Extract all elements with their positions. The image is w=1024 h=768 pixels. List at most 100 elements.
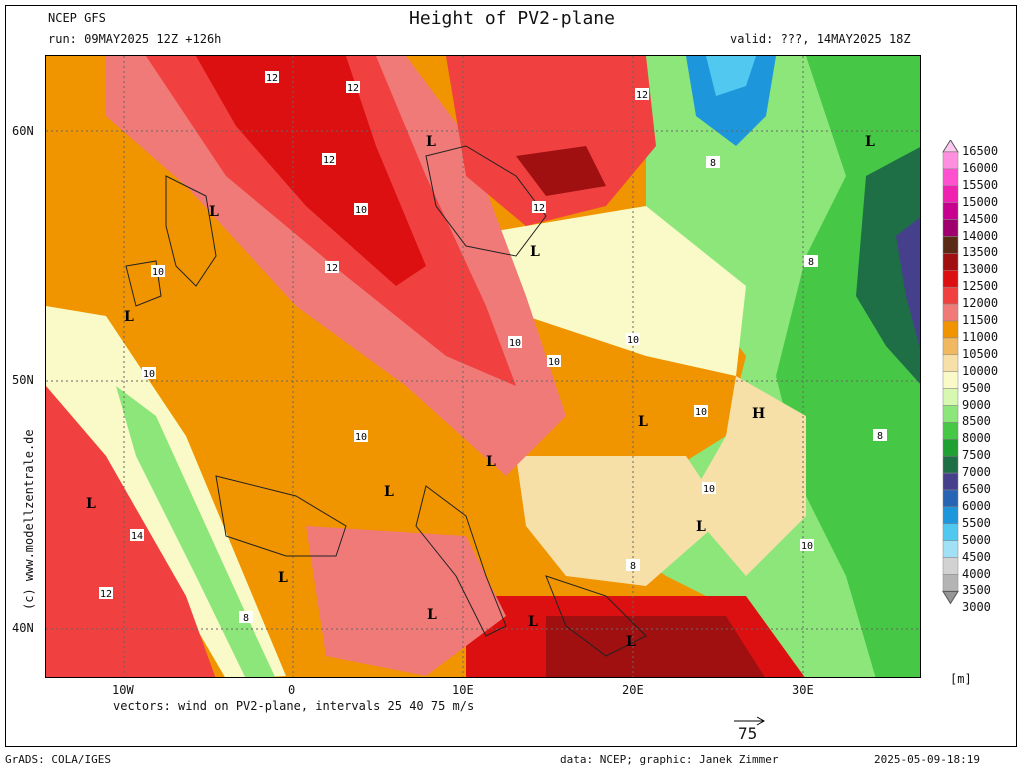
run-label: run: 09MAY2025 12Z +126h <box>48 32 222 46</box>
lon-label-10e: 10E <box>452 683 474 697</box>
svg-text:10: 10 <box>152 267 164 278</box>
timestamp: 2025-05-09-18:19 <box>874 753 980 766</box>
low-marker: L <box>696 519 706 535</box>
coastline-italy <box>415 485 507 637</box>
svg-text:12: 12 <box>266 73 278 84</box>
legend-level-label: 13500 <box>962 245 999 260</box>
legend-level-label: 3000 <box>962 600 991 615</box>
svg-text:12: 12 <box>347 83 359 94</box>
svg-text:12: 12 <box>100 589 112 600</box>
low-marker: L <box>530 244 540 260</box>
coastline-iberia <box>215 475 347 557</box>
legend-bar <box>942 140 959 605</box>
data-credit: data: NCEP; graphic: Janek Zimmer <box>560 753 779 766</box>
pale-belt-balkans <box>516 456 726 586</box>
legend-swatch <box>942 540 959 558</box>
coastline-ireland <box>125 260 162 307</box>
legend-level-label: 16000 <box>962 160 999 175</box>
legend-swatch <box>942 253 959 271</box>
model-label: NCEP GFS <box>48 11 106 25</box>
contour-label: 12 <box>346 81 360 94</box>
low-marker: L <box>124 309 134 325</box>
contour-label: 8 <box>626 559 640 572</box>
legend-swatch <box>942 303 959 322</box>
legend-bottom-arrow <box>942 590 959 605</box>
south-dark-red <box>546 616 765 677</box>
svg-text:12: 12 <box>326 263 338 274</box>
svg-text:12: 12 <box>636 90 648 101</box>
legend-top-arrow <box>942 140 959 153</box>
lat-label-40n: 40N <box>12 621 34 635</box>
contour-label: 12 <box>265 71 279 84</box>
legend-swatch <box>942 506 959 525</box>
contour-label: 12 <box>322 153 336 166</box>
purple-band <box>896 217 920 349</box>
legend-swatch <box>942 320 959 339</box>
weather-map: 12 12 12 12 10 10 10 10 10 10 10 10 10 1… <box>45 55 921 678</box>
legend-level-label: 8500 <box>962 414 991 429</box>
low-marker: L <box>626 634 636 650</box>
low-marker: L <box>427 607 437 623</box>
vector-reference-value: 75 <box>738 724 758 743</box>
contour-label: 12 <box>532 201 546 214</box>
pale-belt-east <box>686 376 806 576</box>
legend-level-label: 3500 <box>962 583 991 598</box>
contour-label: 10 <box>702 482 716 495</box>
contour-labels: 12 12 12 12 10 10 10 10 10 10 10 10 10 1… <box>99 71 887 624</box>
west-green-stripe <box>116 386 276 677</box>
legend-level-label: 6000 <box>962 498 991 513</box>
legend-level-label: 9000 <box>962 397 991 412</box>
legend-swatch <box>942 168 959 187</box>
legend-swatch <box>942 489 959 508</box>
svg-text:10: 10 <box>143 369 155 380</box>
legend-swatch <box>942 439 959 457</box>
legend-level-label: 10000 <box>962 363 999 378</box>
high-marker: H <box>752 406 765 422</box>
low-marker: L <box>638 414 648 430</box>
contour-label: 10 <box>508 336 522 349</box>
legend-swatch <box>942 455 959 474</box>
svg-text:8: 8 <box>710 158 716 169</box>
legend-swatch <box>942 185 959 203</box>
legend-level-label: 15500 <box>962 177 999 192</box>
svg-text:10: 10 <box>695 407 707 418</box>
legend-swatch <box>942 151 959 170</box>
contour-label: 8 <box>873 429 887 442</box>
coastline-denmark-baltic <box>425 145 547 257</box>
contour-label: 10 <box>151 265 165 278</box>
coastline-britain <box>165 175 217 287</box>
legend-level-label: 14500 <box>962 211 999 226</box>
color-legend: 16500 16000 15500 15000 14500 14000 13500 13000… <box>938 140 1013 630</box>
legend-swatch <box>942 270 959 288</box>
legend-level-label: 4500 <box>962 549 991 564</box>
legend-swatch <box>942 523 959 541</box>
cyan-low-core <box>706 56 756 96</box>
legend-swatch <box>942 354 959 372</box>
svg-text:10: 10 <box>509 338 521 349</box>
svg-text:10: 10 <box>355 205 367 216</box>
svg-text:10: 10 <box>548 357 560 368</box>
legend-level-label: 7000 <box>962 465 991 480</box>
legend-swatch <box>942 472 959 491</box>
legend-level-label: 11500 <box>962 313 999 327</box>
legend-level-label: 5500 <box>962 515 991 530</box>
legend-level-label: 4000 <box>962 566 991 581</box>
low-marker: L <box>86 496 96 512</box>
legend-level-label: 8000 <box>962 431 991 446</box>
svg-text:8: 8 <box>808 257 814 268</box>
contour-label: 10 <box>626 333 640 346</box>
legend-swatch <box>942 557 959 575</box>
low-marker: L <box>209 204 219 220</box>
lon-label-30e: 30E <box>792 683 814 697</box>
watermark: (c) www.modellzentrale.de <box>22 429 36 610</box>
legend-level-label: 15000 <box>962 194 999 209</box>
svg-text:14: 14 <box>131 531 143 542</box>
svg-text:12: 12 <box>533 203 545 214</box>
valid-label: valid: ???, 14MAY2025 18Z <box>730 32 911 46</box>
vectors-caption: vectors: wind on PV2-plane, intervals 25… <box>113 699 475 713</box>
legend-swatch <box>942 574 959 592</box>
legend-level-label: 7500 <box>962 448 991 463</box>
lon-label-20e: 20E <box>622 683 644 697</box>
dark-green-band <box>856 147 920 384</box>
low-marker: L <box>486 454 496 470</box>
